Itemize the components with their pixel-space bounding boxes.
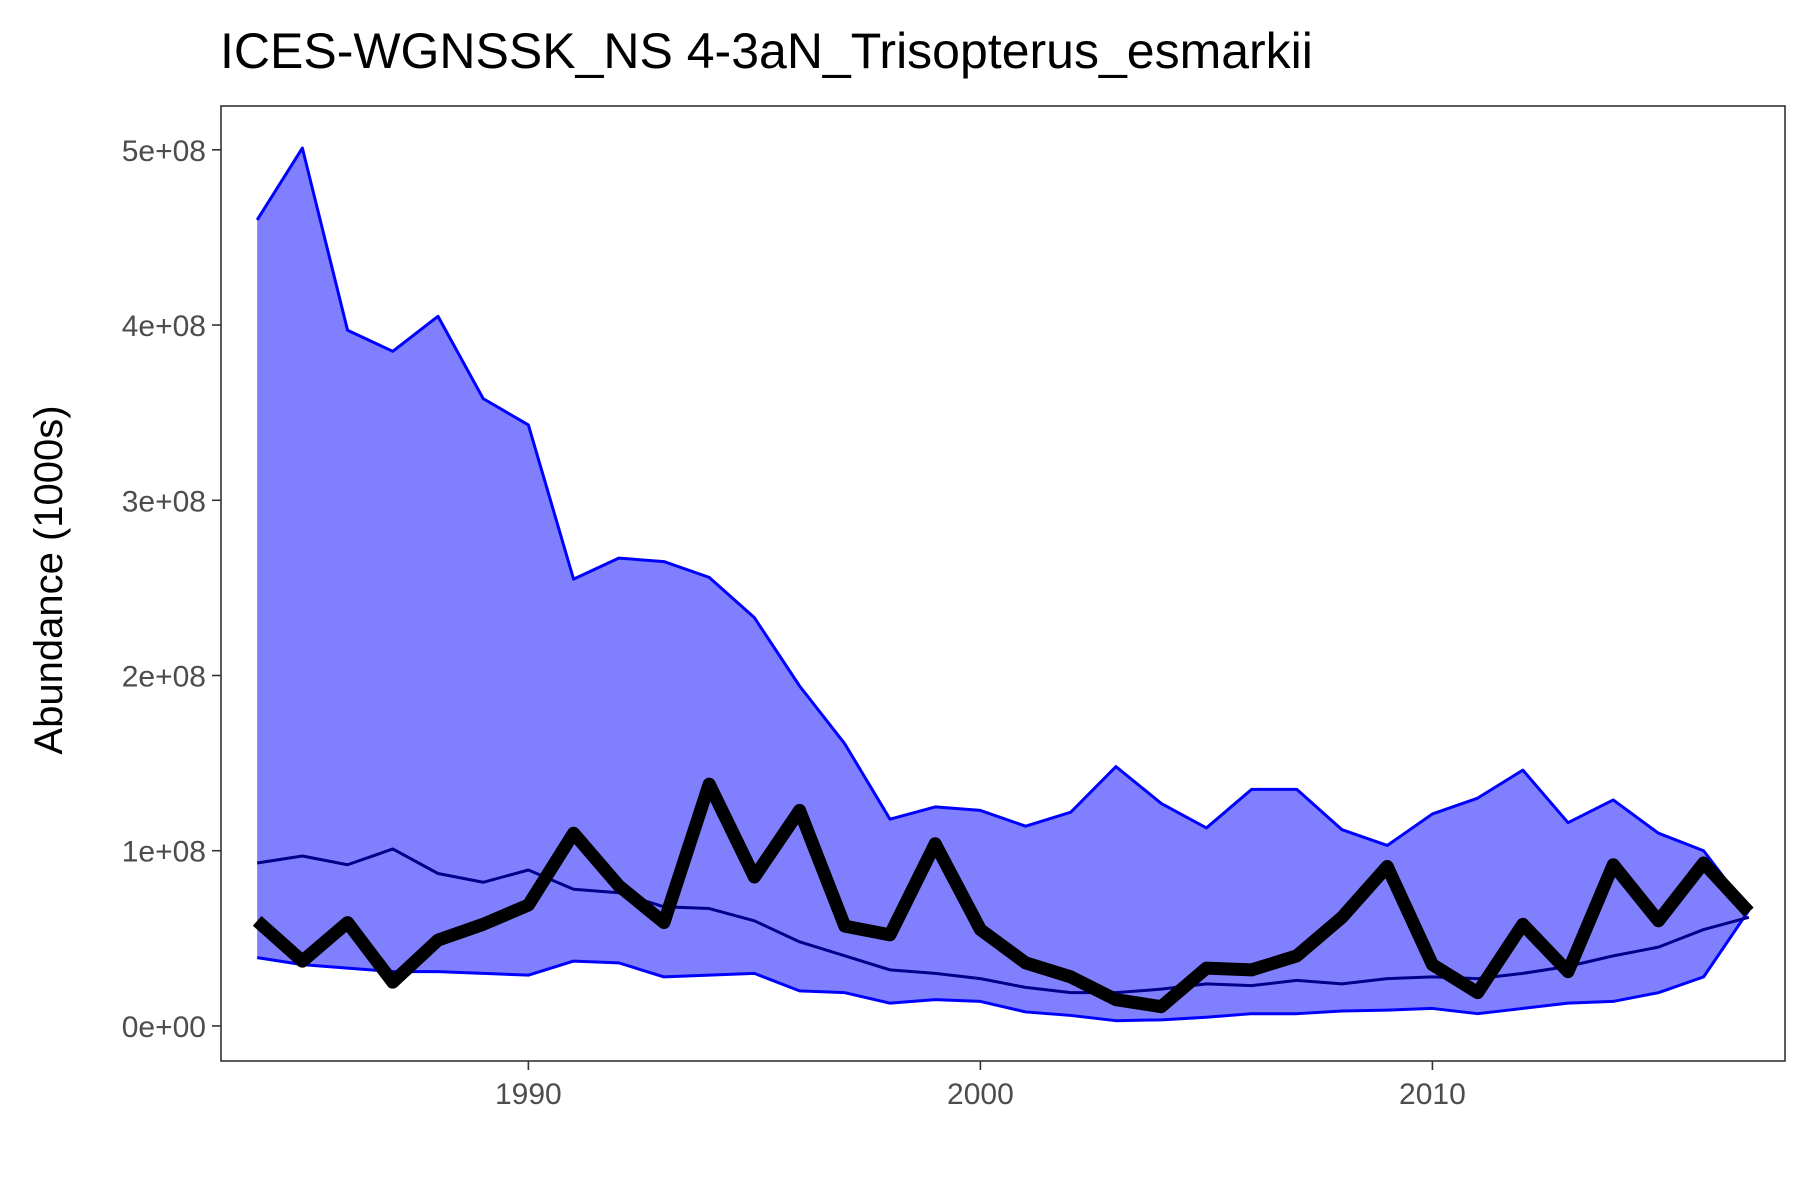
- axes: 0e+00 1e+08 2e+08 3e+08 4e+08 5e+08 1990 2000 20…: [122, 105, 1786, 1111]
- y-tick-label: 3e+08: [122, 485, 206, 518]
- y-tick-label: 2e+08: [122, 660, 206, 693]
- confidence-band: [257, 148, 1749, 1021]
- y-tick-label: 0e+00: [122, 1011, 206, 1044]
- x-tick-label: 2000: [947, 1078, 1014, 1111]
- y-axis-label: Abundance (1000s): [27, 405, 71, 754]
- y-tick-label: 4e+08: [122, 310, 206, 343]
- x-tick-label: 2010: [1399, 1078, 1466, 1111]
- observed-line: [252, 777, 1754, 1014]
- y-tick-label: 1e+08: [122, 836, 206, 869]
- band-upper-line: [255, 146, 1751, 912]
- median-line: [256, 847, 1750, 995]
- x-tick-label: 1990: [495, 1078, 562, 1111]
- panel-border: [220, 105, 1786, 1062]
- band-lower-line: [256, 909, 1751, 1023]
- plot-area: [252, 146, 1754, 1023]
- chart-title: ICES-WGNSSK_NS 4-3aN_Trisopterus_esmarki…: [220, 23, 1313, 79]
- y-tick-label: 5e+08: [122, 135, 206, 168]
